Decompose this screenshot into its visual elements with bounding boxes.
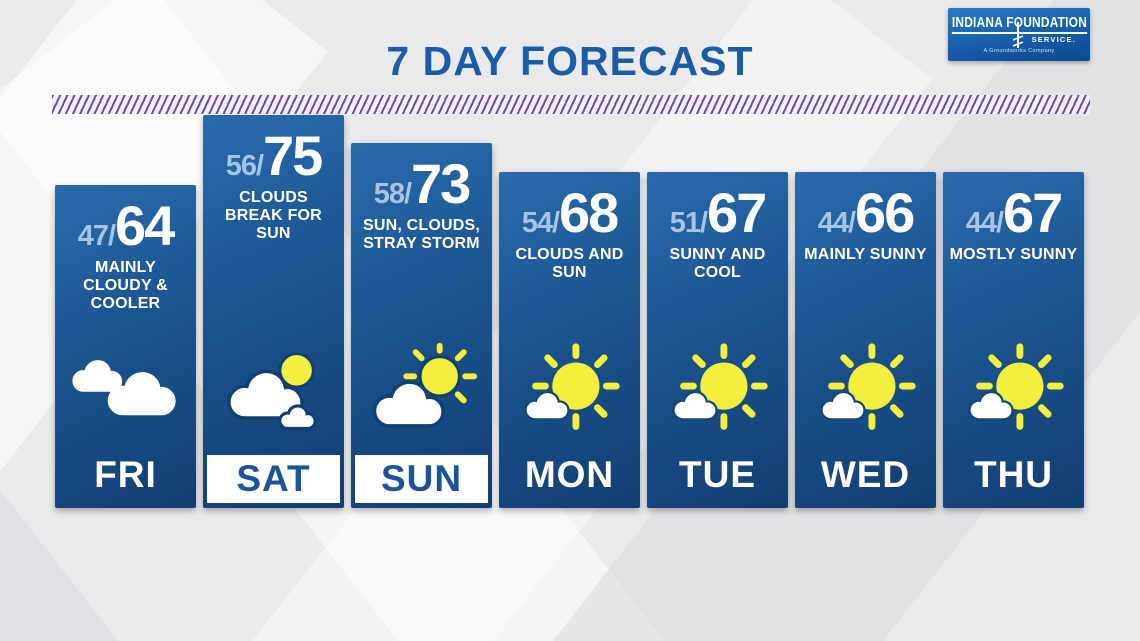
condition-text: CLOUDS AND SUN — [515, 246, 624, 281]
high-temp: 66 — [855, 181, 915, 244]
sponsor-logo: INDIANA FOUNDATION SERVICE. A Groundwork… — [948, 8, 1090, 61]
sun-behind-cloud-icon — [351, 336, 492, 448]
page-title: 7 DAY FORECAST — [386, 38, 754, 84]
sun-with-cloud-icon — [647, 336, 788, 448]
high-temp: 67 — [707, 181, 767, 244]
condition-text: CLOUDS BREAK FOR SUN — [225, 189, 322, 242]
condition-text: SUNNY AND COOL — [669, 246, 766, 281]
forecast-card-wed: 44/66 MAINLY SUNNY WED — [795, 172, 936, 508]
forecast-card-tue: 51/67 SUNNY AND COOL TUE — [647, 172, 788, 508]
low-temp: 58/ — [373, 178, 412, 210]
day-label: MON — [524, 454, 615, 495]
high-temp: 67 — [1003, 181, 1063, 244]
forecast-card-thu: 44/67 MOSTLY SUNNY THU — [943, 172, 1084, 508]
hatch-divider — [52, 95, 1090, 114]
day-label-highlighted: SUN — [355, 455, 488, 503]
sun-behind-clouds-icon — [203, 336, 344, 448]
low-temp: 44/ — [965, 207, 1004, 239]
temperatures: 44/66 — [795, 172, 936, 245]
day-label: THU — [973, 454, 1054, 495]
condition-text: MOSTLY SUNNY — [949, 246, 1078, 263]
forecast-card-mon: 54/68 CLOUDS AND SUN MON — [499, 172, 640, 508]
day-label: TUE — [679, 454, 756, 495]
condition-text: SUN, CLOUDS, STRAY STORM — [362, 217, 481, 252]
clouds-icon — [55, 336, 196, 448]
high-temp: 68 — [559, 181, 619, 244]
temperatures: 54/68 — [499, 172, 640, 245]
high-temp: 73 — [411, 152, 471, 215]
high-temp: 75 — [263, 124, 323, 187]
forecast-card-sun: 58/73 SUN, CLOUDS, STRAY STORM SUN — [351, 143, 492, 508]
temperatures: 47/64 — [55, 185, 196, 258]
condition-text: MAINLY CLOUDY & COOLER — [83, 259, 168, 312]
condition-text: MAINLY SUNNY — [804, 246, 927, 263]
forecast-card-fri: 47/64 MAINLY CLOUDY & COOLER FRI — [55, 185, 196, 508]
low-temp: 56/ — [225, 150, 264, 182]
temperatures: 58/73 — [351, 143, 492, 216]
low-temp: 51/ — [669, 207, 708, 239]
low-temp: 47/ — [77, 220, 116, 252]
low-temp: 54/ — [521, 207, 560, 239]
sponsor-service-label: SERVICE. — [1031, 35, 1076, 44]
day-label: FRI — [94, 454, 157, 495]
sun-with-cloud-icon — [795, 336, 936, 448]
sponsor-tagline: A Groundworks Company — [983, 48, 1055, 54]
day-label-highlighted: SAT — [207, 455, 340, 503]
helical-pier-icon — [1012, 22, 1024, 48]
sun-with-cloud-icon — [499, 336, 640, 448]
day-label: WED — [820, 454, 911, 495]
low-temp: 44/ — [817, 207, 856, 239]
temperatures: 44/67 — [943, 172, 1084, 245]
temperatures: 51/67 — [647, 172, 788, 245]
sun-with-cloud-icon — [943, 336, 1084, 448]
forecast-card-sat: 56/75 CLOUDS BREAK FOR SUN SAT — [203, 115, 344, 508]
temperatures: 56/75 — [203, 115, 344, 188]
high-temp: 64 — [115, 194, 175, 257]
